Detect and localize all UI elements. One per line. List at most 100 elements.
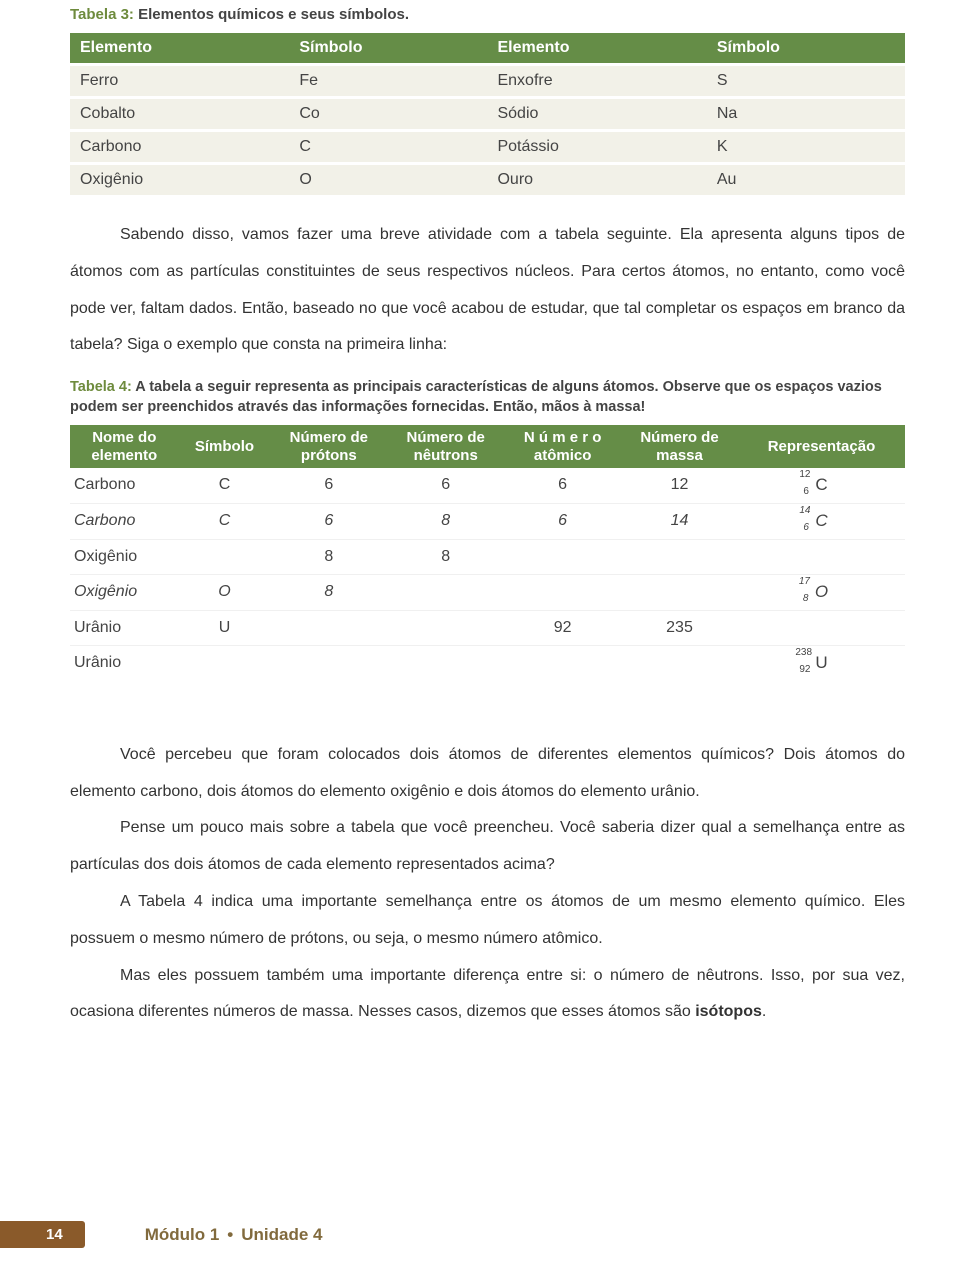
footer-title: Módulo 1 • Unidade 4 xyxy=(145,1225,323,1245)
paragraph-2: Você percebeu que foram colocados dois á… xyxy=(70,737,905,811)
table4-cell: U xyxy=(179,610,271,645)
table4-representation-cell xyxy=(738,610,905,645)
table4-cell: O xyxy=(179,574,271,610)
table4-cell xyxy=(621,574,738,610)
table3-caption-text: Elementos químicos e seus símbolos. xyxy=(134,6,409,23)
table-row: CarbonoC66612126C xyxy=(70,468,905,504)
table-row: OxigênioO8 178O xyxy=(70,574,905,610)
table3: ElementoSímboloElementoSímbolo FerroFeEn… xyxy=(70,33,905,195)
table-row: CobaltoCoSódioNa xyxy=(70,98,905,131)
table4-cell: 6 xyxy=(270,503,387,539)
table4: Nome doelementoSímboloNúmero deprótonsNú… xyxy=(70,425,905,681)
table4-representation-cell: 146C xyxy=(738,503,905,539)
table4-cell xyxy=(504,574,621,610)
table4-header: Representação xyxy=(738,425,905,468)
table-row: UrânioU 92235 xyxy=(70,610,905,645)
table4-cell: 235 xyxy=(621,610,738,645)
table4-cell: 6 xyxy=(387,468,504,504)
table4-representation-cell: 178O xyxy=(738,574,905,610)
table4-cell: 8 xyxy=(270,574,387,610)
table4-header: Número denêutrons xyxy=(387,425,504,468)
table3-cell: Ouro xyxy=(487,164,706,196)
table-row: Oxigênio 88 xyxy=(70,539,905,574)
table4-cell: Carbono xyxy=(70,468,179,504)
table3-cell: Sódio xyxy=(487,98,706,131)
table3-header: Elemento xyxy=(70,33,289,65)
table4-cell xyxy=(179,645,271,681)
table3-cell: Co xyxy=(289,98,487,131)
table4-representation-cell: 126C xyxy=(738,468,905,504)
table4-cell xyxy=(387,645,504,681)
page-footer: 14 Módulo 1 • Unidade 4 xyxy=(0,1221,960,1248)
table3-cell: Potássio xyxy=(487,131,706,164)
table4-cell: 8 xyxy=(387,539,504,574)
table4-cell xyxy=(270,610,387,645)
table3-cell: Oxigênio xyxy=(70,164,289,196)
table4-cell: C xyxy=(179,503,271,539)
table4-cell xyxy=(621,539,738,574)
table3-cell: Ferro xyxy=(70,65,289,98)
table4-cell: C xyxy=(179,468,271,504)
table4-cell: 8 xyxy=(270,539,387,574)
table4-caption: Tabela 4: A tabela a seguir representa a… xyxy=(70,378,905,417)
table4-cell: Carbono xyxy=(70,503,179,539)
paragraph-3: Pense um pouco mais sobre a tabela que v… xyxy=(70,810,905,884)
isotopes-bold: isótopos xyxy=(695,1003,762,1020)
table3-header: Elemento xyxy=(487,33,706,65)
table4-cell: 92 xyxy=(504,610,621,645)
table3-cell: Na xyxy=(707,98,905,131)
table4-cell: 6 xyxy=(504,468,621,504)
table4-cell: 6 xyxy=(270,468,387,504)
table-row: OxigênioOOuroAu xyxy=(70,164,905,196)
table4-header: Número demassa xyxy=(621,425,738,468)
table4-cell: Oxigênio xyxy=(70,539,179,574)
table4-cell xyxy=(387,574,504,610)
page-number-badge: 14 xyxy=(0,1221,85,1248)
table4-cell xyxy=(621,645,738,681)
table4-representation-cell: 23892U xyxy=(738,645,905,681)
table3-header: Símbolo xyxy=(289,33,487,65)
paragraph-4: A Tabela 4 indica uma importante semelha… xyxy=(70,884,905,958)
paragraph-5: Mas eles possuem também uma importante d… xyxy=(70,958,905,1032)
table4-cell xyxy=(179,539,271,574)
table4-caption-text: A tabela a seguir representa as principa… xyxy=(70,379,882,415)
table4-cell: 8 xyxy=(387,503,504,539)
table3-caption-prefix: Tabela 3: xyxy=(70,6,134,23)
table4-cell xyxy=(387,610,504,645)
table4-header: Número deprótons xyxy=(270,425,387,468)
paragraph-5b: . xyxy=(762,1003,766,1020)
table3-header: Símbolo xyxy=(707,33,905,65)
table3-cell: S xyxy=(707,65,905,98)
table4-header: N ú m e r oatômico xyxy=(504,425,621,468)
table3-cell: C xyxy=(289,131,487,164)
table4-cell xyxy=(504,539,621,574)
table4-cell xyxy=(504,645,621,681)
paragraph-1: Sabendo disso, vamos fazer uma breve ati… xyxy=(70,217,905,364)
table3-caption: Tabela 3: Elementos químicos e seus símb… xyxy=(70,6,905,23)
table3-cell: Fe xyxy=(289,65,487,98)
table3-cell: Carbono xyxy=(70,131,289,164)
table3-cell: Au xyxy=(707,164,905,196)
table4-header: Nome doelemento xyxy=(70,425,179,468)
table4-caption-prefix: Tabela 4: xyxy=(70,379,132,395)
footer-unit: Unidade 4 xyxy=(241,1225,322,1244)
table-row: CarbonoC68614146C xyxy=(70,503,905,539)
table4-cell xyxy=(270,645,387,681)
footer-module: Módulo 1 xyxy=(145,1225,220,1244)
table4-cell: 12 xyxy=(621,468,738,504)
table4-cell: Urânio xyxy=(70,645,179,681)
table4-cell: 14 xyxy=(621,503,738,539)
table-row: Urânio 23892U xyxy=(70,645,905,681)
table-row: CarbonoCPotássioK xyxy=(70,131,905,164)
table4-representation-cell xyxy=(738,539,905,574)
table-row: FerroFeEnxofreS xyxy=(70,65,905,98)
table4-header: Símbolo xyxy=(179,425,271,468)
table4-cell: Oxigênio xyxy=(70,574,179,610)
table3-cell: Enxofre xyxy=(487,65,706,98)
table4-cell: Urânio xyxy=(70,610,179,645)
footer-sep: • xyxy=(227,1225,233,1244)
table3-cell: Cobalto xyxy=(70,98,289,131)
paragraph-5a: Mas eles possuem também uma importante d… xyxy=(70,967,905,1021)
table3-cell: K xyxy=(707,131,905,164)
table4-cell: 6 xyxy=(504,503,621,539)
